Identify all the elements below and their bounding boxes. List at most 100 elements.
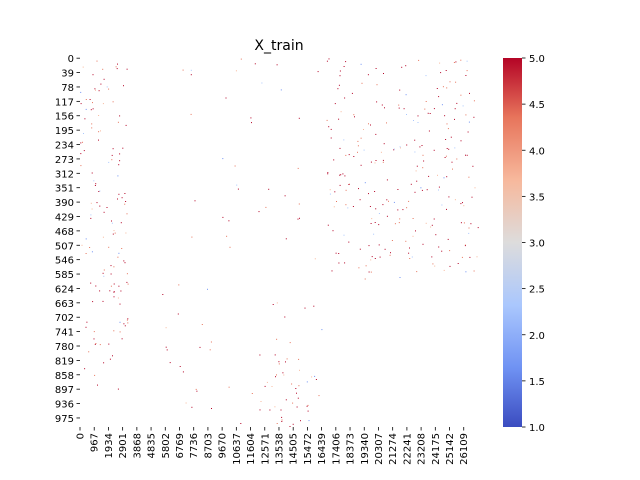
heatmap-cell: [454, 147, 456, 149]
heatmap-cell: [374, 222, 376, 223]
heatmap-cell: [281, 419, 283, 421]
heatmap-cell: [108, 343, 110, 345]
heatmap-cell: [386, 179, 388, 181]
heatmap-cell: [447, 128, 449, 130]
heatmap-cell: [399, 218, 401, 220]
heatmap-cell: [328, 126, 330, 128]
y-tick-label: 858: [55, 371, 74, 382]
heatmap-cell: [368, 271, 370, 273]
heatmap-cell: [414, 191, 416, 193]
heatmap-cell: [418, 59, 420, 61]
x-tick-label: 18373: [346, 433, 357, 465]
heatmap-cell: [462, 105, 464, 107]
heatmap-cell: [166, 349, 168, 351]
heatmap-cell: [119, 153, 121, 155]
heatmap-cell: [259, 354, 261, 356]
heatmap-cell: [421, 145, 423, 146]
heatmap-cell: [446, 148, 448, 149]
heatmap-cell: [411, 256, 413, 258]
y-axis: 0 39 78 117 156 195 234 273 312 351 390 429 468 507 54…: [55, 54, 80, 425]
heatmap-cell: [182, 69, 184, 71]
heatmap-cell: [444, 115, 446, 117]
heatmap-cell: [461, 256, 463, 258]
heatmap-cell: [117, 297, 119, 299]
heatmap-cell: [269, 409, 271, 411]
heatmap-cell: [102, 272, 104, 274]
heatmap-cell: [446, 87, 448, 89]
heatmap-cell: [456, 102, 458, 104]
heatmap-cell: [92, 102, 93, 104]
heatmap-cell: [438, 186, 440, 188]
heatmap-cell: [286, 358, 288, 360]
heatmap-cell: [113, 266, 115, 268]
heatmap-cell: [124, 325, 126, 327]
heatmap-cell: [126, 213, 128, 215]
heatmap-cell: [447, 238, 449, 240]
heatmap-cell: [345, 61, 347, 63]
heatmap-cell: [365, 265, 367, 267]
colorbar-tick-label: 2.0: [529, 331, 545, 342]
heatmap-cell: [452, 168, 453, 170]
heatmap-cell: [419, 146, 421, 148]
heatmap-cell: [124, 262, 126, 264]
y-tick-label: 78: [61, 83, 74, 94]
heatmap-cell: [91, 251, 93, 253]
heatmap-cell: [308, 420, 310, 422]
heatmap-cell: [420, 187, 422, 189]
heatmap-cell: [91, 127, 93, 129]
heatmap-cell: [363, 149, 365, 151]
heatmap-cell: [113, 330, 115, 332]
colorbar-tick-label: 1.5: [529, 377, 545, 388]
heatmap-cell: [370, 223, 372, 224]
heatmap-cell: [251, 393, 253, 394]
heatmap-cell: [390, 252, 391, 254]
heatmap-cell: [117, 198, 118, 200]
heatmap-cell: [466, 70, 468, 72]
heatmap-cell: [278, 361, 280, 363]
heatmap-cell: [306, 381, 308, 383]
heatmap-cell: [113, 230, 115, 232]
heatmap-cell: [430, 226, 432, 228]
heatmap-cell: [449, 81, 451, 83]
heatmap-cell: [98, 115, 100, 116]
heatmap-cell: [408, 252, 410, 254]
heatmap-cell: [421, 189, 423, 191]
heatmap-cell: [468, 227, 470, 229]
heatmap-cell: [416, 165, 418, 167]
heatmap-cell: [463, 222, 465, 224]
heatmap-cell: [425, 75, 427, 77]
heatmap-cell: [119, 331, 121, 333]
heatmap-cell: [429, 113, 431, 114]
x-tick-label: 6769: [175, 433, 186, 458]
heatmap-cell: [358, 267, 360, 269]
heatmap-cell: [339, 147, 341, 149]
heatmap-cell: [93, 338, 95, 340]
heatmap-cell: [371, 256, 373, 258]
y-tick-label: 234: [55, 141, 74, 152]
heatmap-cell: [465, 154, 466, 156]
heatmap-cell: [370, 271, 372, 273]
heatmap-cell: [298, 385, 300, 387]
heatmap-cell: [431, 224, 433, 226]
heatmap-cell: [106, 207, 108, 208]
heatmap-cell: [409, 258, 411, 259]
x-tick-label: 0: [76, 433, 87, 439]
heatmap-cell: [296, 392, 297, 394]
heatmap-cell: [423, 160, 425, 162]
heatmap-cell: [343, 66, 345, 67]
heatmap-cell: [254, 63, 256, 65]
x-tick-label: 8703: [203, 433, 214, 458]
heatmap-cell: [333, 206, 335, 208]
heatmap-cell: [112, 355, 113, 357]
heatmap-cell: [454, 199, 456, 201]
heatmap-cell: [327, 224, 329, 226]
heatmap-cell: [321, 329, 323, 331]
heatmap-cell: [464, 245, 466, 247]
x-tick-label: 3868: [132, 433, 143, 458]
heatmap-cell: [354, 116, 355, 118]
heatmap-cell: [330, 137, 332, 139]
heatmap-cell: [280, 89, 282, 91]
heatmap-cell: [389, 254, 391, 256]
x-tick-label: 2901: [118, 433, 129, 458]
heatmap-cell: [455, 61, 457, 63]
